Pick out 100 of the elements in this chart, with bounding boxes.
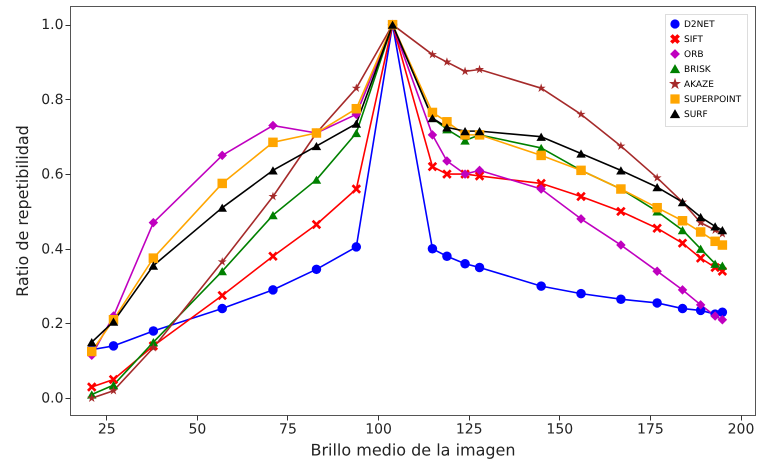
point [428, 244, 438, 254]
point [616, 240, 626, 250]
point [442, 156, 452, 166]
point [576, 149, 586, 158]
point [696, 253, 706, 263]
point [652, 266, 662, 276]
point [148, 218, 158, 228]
legend-label: BRISK [684, 65, 712, 75]
point [718, 261, 728, 270]
y-tick-label: 0.8 [41, 92, 64, 108]
x-tick-label: 75 [279, 422, 297, 438]
point [576, 288, 586, 298]
point [108, 341, 118, 351]
point [652, 298, 662, 308]
point [678, 304, 688, 314]
point [218, 257, 227, 266]
point [718, 315, 728, 324]
legend-label: D2NET [684, 20, 716, 30]
x-tick-label: 50 [188, 422, 206, 438]
point [710, 260, 720, 268]
y-tick-label: 0.0 [41, 390, 64, 407]
point [217, 178, 227, 188]
point [217, 267, 227, 276]
point [268, 192, 278, 200]
point [312, 220, 322, 230]
point [352, 120, 362, 128]
point [460, 127, 470, 136]
point [616, 166, 626, 174]
point [108, 374, 118, 384]
point [148, 326, 158, 336]
point [217, 290, 227, 300]
y-tick-label: 1.0 [41, 17, 64, 34]
point [474, 166, 484, 176]
point [576, 110, 586, 118]
point [696, 227, 706, 237]
point [352, 128, 362, 138]
point [678, 285, 688, 295]
point [352, 104, 362, 114]
x-tick-label: 125 [456, 422, 483, 438]
point [148, 261, 158, 270]
point [536, 184, 546, 194]
point [460, 66, 470, 76]
y-tick-label: 0.2 [41, 316, 64, 332]
point [678, 238, 688, 248]
point [474, 262, 484, 272]
point [442, 117, 452, 127]
point [87, 393, 96, 402]
x-tick-label: 25 [98, 422, 116, 438]
point [536, 132, 546, 141]
point [268, 166, 278, 174]
point [428, 130, 438, 140]
point [217, 304, 227, 314]
point [678, 226, 688, 234]
x-tick-label: 175 [637, 422, 664, 438]
point [616, 206, 626, 216]
point [428, 162, 438, 172]
point [536, 150, 546, 160]
point [710, 222, 720, 230]
x-axis-title: Brillo medio de la imagen [310, 440, 516, 460]
point [474, 127, 484, 136]
point [718, 240, 728, 250]
point [268, 211, 278, 220]
point [652, 183, 662, 192]
point [108, 386, 118, 395]
point [696, 244, 706, 253]
legend-label: SURF [684, 110, 708, 120]
point [718, 308, 728, 318]
point [87, 382, 96, 392]
point [616, 294, 626, 304]
point [108, 318, 118, 326]
y-axis-title: Ratio de repetibilidad [13, 125, 32, 297]
point [428, 108, 438, 118]
point [268, 120, 278, 130]
point [442, 169, 452, 179]
point [148, 253, 158, 263]
point [576, 214, 586, 224]
point [87, 338, 96, 346]
point [652, 224, 662, 233]
point [312, 142, 322, 150]
point [652, 173, 662, 182]
point [442, 252, 452, 261]
y-tick-label: 0.4 [41, 241, 64, 258]
point [652, 202, 662, 212]
point [696, 300, 706, 310]
y-tick-label: 0.6 [41, 166, 64, 183]
point [148, 338, 158, 346]
point [352, 242, 362, 252]
x-tick-label: 100 [365, 422, 392, 438]
point [475, 64, 484, 74]
point [312, 176, 322, 184]
point [217, 150, 227, 160]
point [312, 264, 322, 274]
point [536, 281, 546, 291]
legend-label: SIFT [684, 35, 704, 45]
point [352, 83, 361, 92]
point [217, 204, 227, 212]
x-tick-label: 200 [728, 422, 754, 438]
point [268, 252, 278, 261]
legend-label: SUPERPOINT [684, 95, 742, 105]
point [268, 285, 278, 295]
